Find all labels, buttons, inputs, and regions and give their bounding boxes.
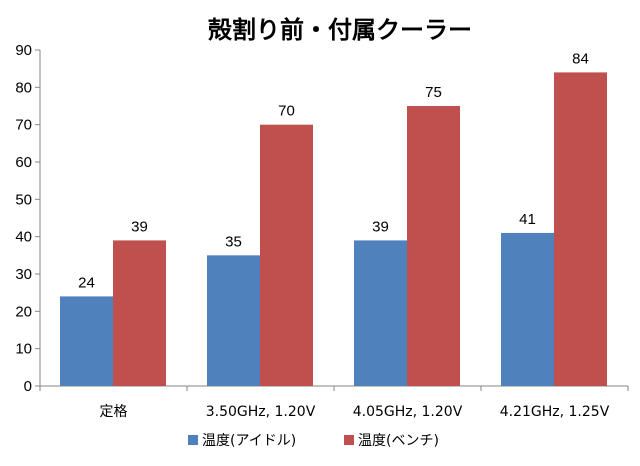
bar [354, 240, 407, 386]
y-tick-label: 80 [15, 79, 32, 96]
legend-swatch [344, 435, 354, 445]
bar [554, 72, 607, 387]
data-label: 39 [372, 218, 389, 235]
legend-swatch [188, 435, 198, 445]
data-label: 70 [278, 103, 295, 120]
data-label: 41 [519, 211, 536, 228]
chart-title: 殻割り前・付属クーラー [208, 16, 472, 44]
data-label: 84 [572, 50, 589, 67]
bar [501, 232, 554, 386]
data-label: 39 [131, 218, 148, 235]
legend: 温度(アイドル) 温度(ベンチ) [188, 433, 439, 449]
y-tick-label: 50 [15, 191, 32, 208]
y-tick-label: 90 [15, 42, 32, 59]
legend-label: 温度(アイドル) [202, 433, 296, 449]
bars [60, 72, 607, 387]
x-category-label: 4.05GHz, 1.20V [353, 404, 463, 420]
y-tick-label: 60 [15, 154, 32, 171]
y-tick-label: 30 [15, 266, 32, 283]
x-category-label: 4.21GHz, 1.25V [500, 404, 610, 420]
data-labels: 24 35 39 41 39 70 75 84 [78, 50, 589, 291]
bar [260, 124, 313, 387]
x-category-label: 定格 [100, 404, 128, 420]
bar [207, 255, 260, 386]
y-tick-label: 70 [15, 117, 32, 134]
y-tick-label: 0 [24, 378, 32, 395]
x-axis: 定格 3.50GHz, 1.20V 4.05GHz, 1.20V 4.21GHz, 1… [39, 385, 629, 420]
y-tick-label: 10 [15, 341, 32, 358]
bar [407, 106, 460, 386]
y-tick-label: 20 [15, 303, 32, 320]
data-label: 24 [78, 274, 95, 291]
bar [60, 296, 113, 386]
data-label: 35 [225, 233, 242, 250]
data-label: 75 [425, 84, 442, 101]
y-axis: 0 10 20 30 40 50 60 70 80 90 [15, 42, 41, 395]
bar [113, 240, 166, 386]
x-category-label: 3.50GHz, 1.20V [206, 404, 316, 420]
legend-label: 温度(ベンチ) [358, 433, 439, 449]
y-tick-label: 40 [15, 229, 32, 246]
